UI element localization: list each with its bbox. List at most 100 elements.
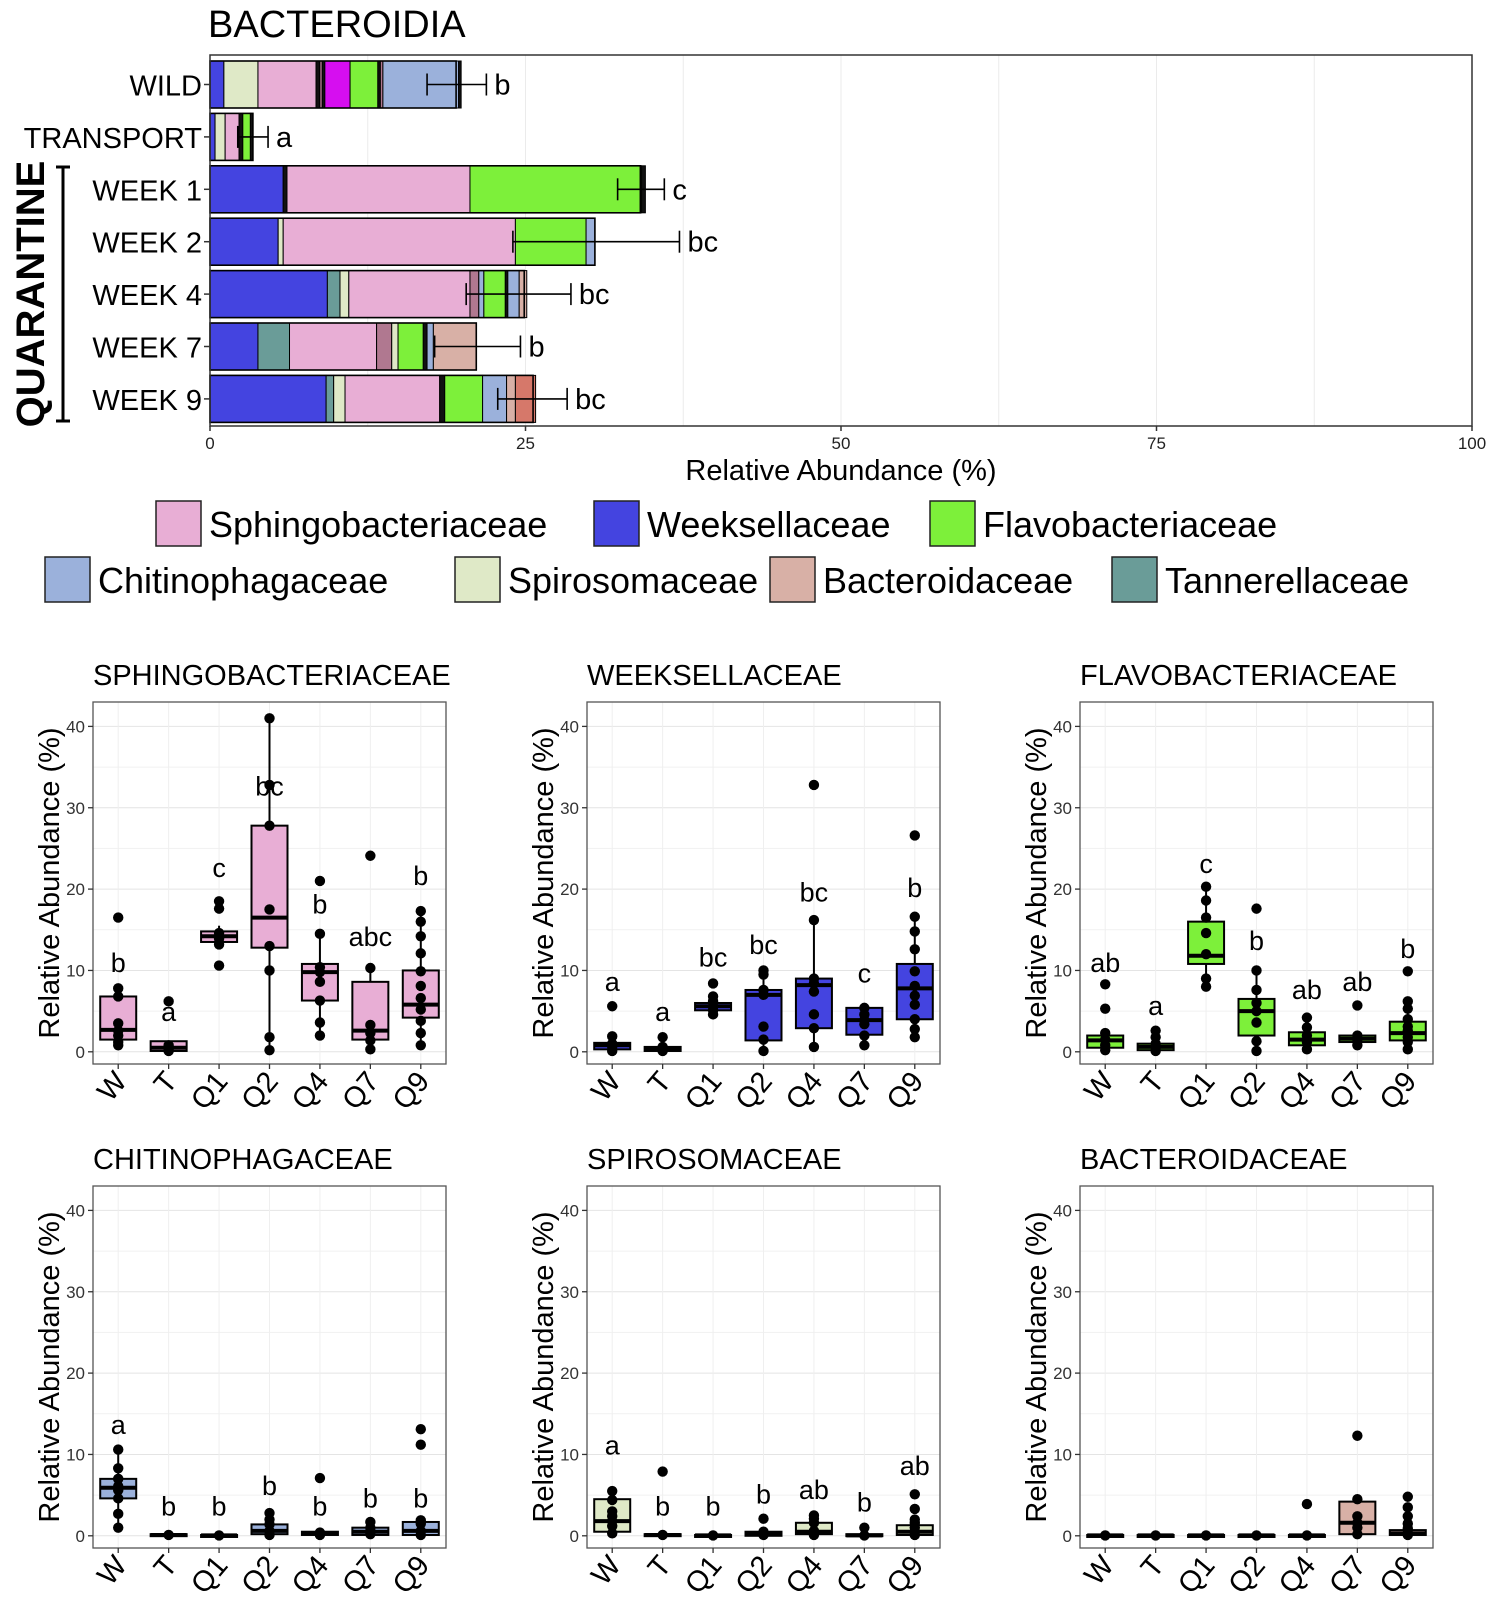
bar-week-7 [209,322,478,371]
x-tick-label: Q2 [729,1066,778,1116]
legend-swatch [454,556,501,603]
error-bar-week-2 [512,230,681,253]
error-bar-wild [426,73,488,96]
x-tick-label: Q9 [387,1066,436,1116]
x-tick-label: Q7 [830,1066,879,1116]
box-q7: ab [1338,967,1377,1051]
y-tick-label: 10 [66,961,85,980]
data-point [1251,984,1262,996]
box-w: a [99,1410,138,1533]
data-point [1301,1022,1313,1033]
data-point [909,944,920,955]
data-point [707,978,719,989]
data-point [909,830,920,841]
data-point [415,1439,426,1450]
category-week-2: WEEK 2 [92,228,202,260]
data-point [415,992,426,1004]
data-point [213,903,225,914]
significance-letter: bc [749,930,778,960]
data-point [1352,1493,1363,1505]
y-tick-label: 10 [560,961,579,980]
data-point [909,911,920,922]
data-point [1251,1017,1262,1028]
segment-black [422,322,428,371]
x-tick-label: Q7 [336,1550,385,1600]
y-tick-label: 20 [1053,880,1072,899]
legend-label: Sphingobacteriaceae [209,504,547,545]
y-tick-label: 30 [66,799,85,818]
significance-letter: c [858,959,872,989]
x-tick-label: Q2 [235,1066,284,1116]
data-point [607,1031,618,1042]
category-wild: WILD [130,71,203,103]
data-point [415,1525,426,1537]
box-t: a [1136,991,1175,1057]
bar-week-9 [209,374,537,424]
box-t: a [149,996,188,1057]
data-point [1200,895,1212,906]
panel-title: FLAVOBACTERIACEAE [1080,660,1397,692]
x-tick-label: Q9 [1374,1550,1423,1600]
x-tick-label: Q9 [881,1550,930,1600]
data-point [264,779,275,791]
data-point [415,1015,426,1027]
y-tick-label: 30 [560,1283,579,1302]
data-point [1150,1025,1161,1036]
significance-letter: a [605,967,621,997]
data-point [909,1503,920,1515]
data-point [113,983,124,994]
data-point [909,926,920,937]
x-tick-label: Q1 [185,1550,234,1600]
legend-item-sphingobacteriaceae: Sphingobacteriaceae [155,500,547,547]
segment-spirosomaceae [339,270,350,319]
y-tick-label: 10 [1053,1445,1072,1464]
data-point [264,1507,275,1519]
letter-week-2: bc [687,227,718,259]
quarantine-label: QUARANTINE [9,161,53,428]
box-q4: ab [1287,975,1326,1055]
data-point [808,973,820,984]
bar-week-1 [209,165,646,214]
data-point [1100,1027,1111,1039]
segment-mauve [376,322,393,371]
data-point [314,928,326,940]
data-point [1301,1012,1313,1023]
segment-weeksellaceae [209,60,225,109]
box-q4: ab [794,1475,833,1541]
x-tick-label: Q1 [1172,1066,1221,1116]
letter-transport: a [276,122,293,154]
box-w [1086,1530,1125,1541]
y-tick-label: 20 [560,880,579,899]
y-tick-label: 20 [66,1364,85,1383]
legend-swatch [929,500,976,547]
box-q4: bc [794,779,833,1053]
data-point [213,1530,225,1541]
data-point [1251,1530,1262,1541]
data-point [808,1009,820,1020]
y-tick-label: 40 [66,717,85,736]
data-point [415,1040,426,1051]
data-point [909,966,920,977]
y-axis-label: Relative Abundance (%) [34,1211,66,1522]
data-point [707,991,719,1002]
category-week-9: WEEK 9 [92,385,202,417]
data-point [113,1522,124,1533]
data-point [113,1025,124,1036]
x-tick-label: 75 [1147,434,1166,453]
segment-flavobacteriaceae [349,60,379,109]
box-w: b [99,912,138,1051]
letter-week-9: bc [575,384,606,416]
significance-letter: b [756,1479,771,1509]
significance-letter: b [857,1487,872,1517]
x-tick-label: 25 [516,434,535,453]
box-q4 [1287,1498,1326,1541]
significance-letter: bc [800,877,829,907]
data-point [314,995,326,1006]
significance-letter: ab [1090,948,1120,978]
segment-tannerellaceae [257,322,291,371]
significance-letter: b [312,890,327,920]
x-tick-labels: 0 25 50 75 100 [205,426,1486,453]
x-tick-label: Q1 [185,1066,234,1116]
category-labels: WILD TRANSPORT WEEK 1 WEEK 2 WEEK 4 WEEK 7 WEE… [24,71,210,417]
